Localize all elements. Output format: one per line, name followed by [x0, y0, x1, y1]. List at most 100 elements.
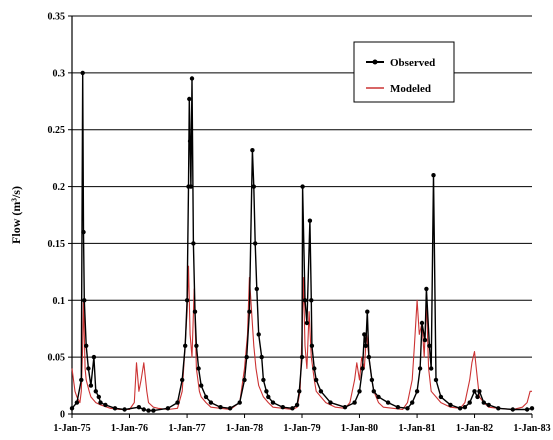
observed-point: [259, 354, 264, 360]
y-tick-label: 0: [60, 410, 65, 421]
observed-point: [417, 366, 423, 371]
observed-point: [88, 383, 94, 388]
observed-point: [304, 320, 310, 326]
observed-point: [318, 389, 324, 394]
observed-point: [261, 377, 266, 383]
observed-point: [80, 70, 85, 76]
observed-point: [290, 406, 295, 411]
observed-point: [96, 394, 102, 400]
y-tick-label: 0.3: [53, 68, 66, 79]
observed-point: [266, 394, 271, 400]
observed-point: [486, 402, 491, 408]
observed-point: [376, 394, 381, 400]
observed-point: [462, 405, 468, 410]
observed-point: [467, 400, 472, 405]
observed-point: [307, 218, 313, 223]
observed-point: [81, 229, 86, 235]
x-tick-label: 1-Jan-78: [226, 423, 263, 434]
observed-point: [196, 366, 201, 371]
axes: 0 0.05 0.1 0.15 0.2 0.25 0.3 0.35 1-Jan-75 1-Jan-…: [48, 12, 551, 435]
observed-point: [254, 286, 259, 292]
observed-point: [203, 394, 209, 400]
observed-point: [188, 184, 194, 189]
y-tick-label: 0.05: [48, 353, 66, 364]
observed-point: [199, 383, 204, 388]
observed-point: [180, 377, 185, 383]
observed-point: [146, 408, 151, 413]
observed-point: [79, 377, 84, 383]
observed-point: [69, 406, 75, 411]
observed-point: [312, 366, 317, 371]
observed-point: [496, 406, 501, 411]
observed-point: [360, 366, 365, 371]
observed-point: [371, 389, 376, 394]
observed-point: [247, 309, 252, 314]
observed-point: [192, 309, 198, 314]
x-tick-label: 1-Jan-76: [111, 423, 148, 434]
observed-point: [431, 173, 436, 178]
observed-point: [244, 354, 249, 360]
observed-point: [294, 402, 300, 408]
observed-point: [475, 394, 480, 400]
legend-observed-marker: [372, 59, 378, 65]
legend-modeled-label: Modeled: [390, 83, 431, 95]
observed-point: [141, 407, 146, 412]
observed-point: [251, 184, 256, 189]
observed-point: [136, 405, 142, 410]
observed-point: [357, 389, 362, 394]
observed-point: [457, 406, 463, 411]
observed-point: [208, 400, 214, 405]
observed-point: [385, 400, 391, 405]
observed-point: [82, 298, 87, 303]
y-tick-label: 0.35: [48, 12, 66, 23]
observed-point: [187, 96, 192, 102]
observed-point: [86, 366, 91, 371]
observed-point: [264, 389, 269, 394]
observed-point: [363, 343, 368, 348]
observed-point: [410, 400, 415, 405]
y-tick-label: 0.25: [48, 125, 66, 136]
legend: Observed Modeled: [353, 41, 455, 103]
observed-point: [187, 138, 193, 144]
observed-point: [175, 400, 180, 405]
observed-point: [74, 400, 80, 405]
observed-point: [342, 405, 348, 410]
observed-point: [366, 354, 372, 360]
observed-point: [422, 337, 428, 343]
y-tick-label: 0.2: [53, 182, 66, 193]
observed-point: [299, 354, 305, 360]
observed-line: [71, 72, 533, 412]
observed-point: [218, 405, 223, 410]
observed-point: [91, 354, 97, 360]
observed-point: [98, 400, 103, 405]
y-tick-label: 0.15: [48, 239, 66, 250]
y-tick-label: 0.1: [53, 296, 66, 307]
x-tick-label: 1-Jan-77: [168, 423, 205, 434]
observed-point: [352, 400, 357, 405]
observed-point: [297, 389, 302, 394]
observed-point: [280, 405, 285, 410]
observed-point: [477, 389, 482, 394]
observed-point: [191, 241, 196, 246]
observed-point: [472, 389, 477, 394]
observed-point: [93, 389, 99, 394]
observed-point: [300, 184, 305, 189]
observed-point: [314, 377, 319, 383]
observed-point: [227, 406, 233, 411]
observed-point: [510, 407, 515, 412]
observed-point: [362, 332, 367, 337]
observed-point: [448, 402, 453, 408]
observed-point: [165, 406, 171, 411]
observed-point: [429, 366, 434, 371]
y-axis-title: Flow (m³/s): [9, 186, 23, 244]
observed-point: [250, 148, 255, 153]
observed-point: [151, 408, 156, 413]
observed-point: [84, 343, 89, 348]
observed-point: [433, 377, 439, 383]
observed-point: [194, 343, 199, 348]
observed-point: [427, 343, 432, 348]
x-tick-label: 1-Jan-82: [456, 423, 493, 434]
observed-point: [365, 309, 370, 314]
